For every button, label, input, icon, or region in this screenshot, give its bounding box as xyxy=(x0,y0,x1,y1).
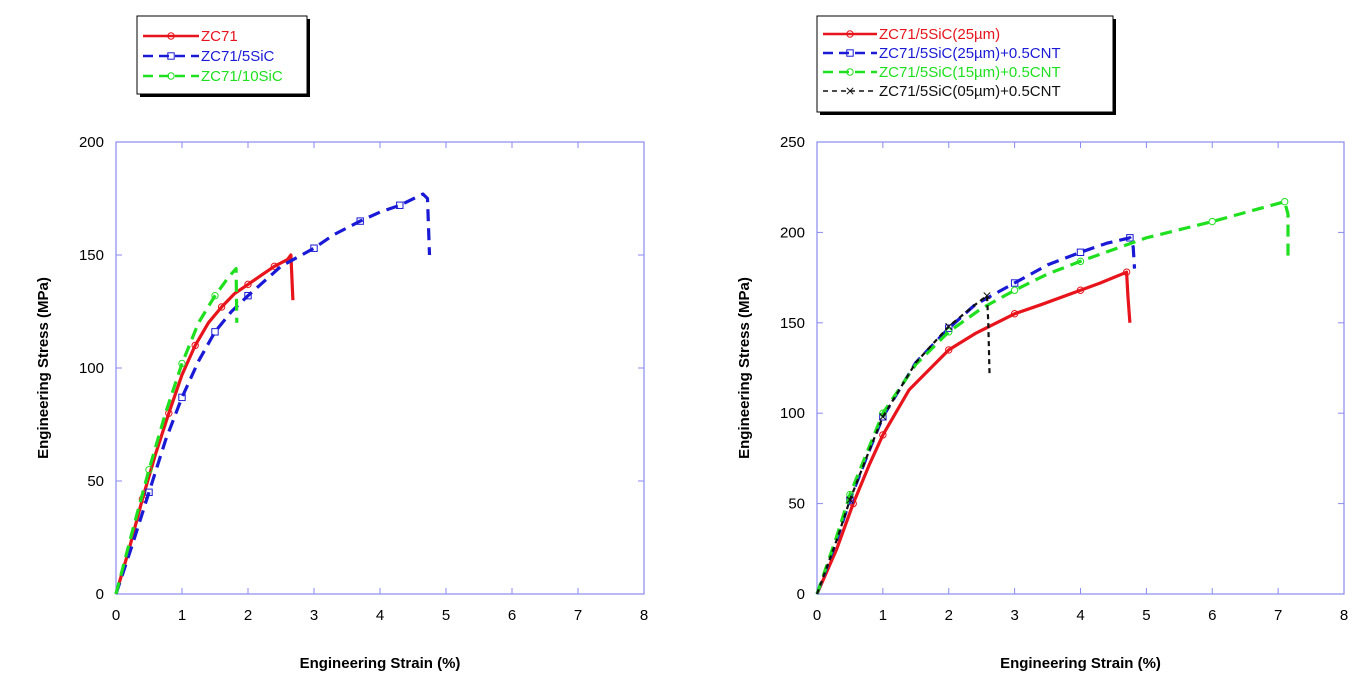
y-tick-label: 200 xyxy=(780,224,805,241)
series-line xyxy=(114,267,239,595)
series-marker xyxy=(945,328,953,336)
x-tick-label: 1 xyxy=(879,607,887,624)
series-marker xyxy=(1076,286,1085,294)
x-tick-label: 4 xyxy=(1076,607,1084,624)
series-line xyxy=(815,294,991,595)
series-marker xyxy=(310,244,318,252)
y-tick-label: 250 xyxy=(780,134,805,151)
series-line xyxy=(815,200,1290,595)
chart-left: 0 1 2 3 4 5 6 7 8 0 50 100 150 200 Engineering Strain … xyxy=(35,15,648,672)
series-marker xyxy=(879,413,887,421)
x-axis-title: Engineering Strain (%) xyxy=(300,655,461,672)
y-tick-label: 0 xyxy=(797,586,805,603)
series-marker xyxy=(945,324,953,332)
series-marker xyxy=(396,201,404,209)
y-tick-label: 50 xyxy=(788,496,805,513)
series-marker xyxy=(1208,217,1216,226)
series-marker xyxy=(1122,268,1131,276)
legend-label: ZC71/10SiC xyxy=(201,68,283,85)
legend-box xyxy=(816,15,1114,113)
series-marker xyxy=(145,466,153,474)
legend-label: ZC71/5SiC xyxy=(201,48,275,65)
series-marker xyxy=(244,291,252,300)
series-line xyxy=(815,236,1137,595)
x-tick-label: 7 xyxy=(574,607,582,624)
series-marker xyxy=(846,496,854,504)
x-tick-label: 1 xyxy=(178,607,186,624)
series-marker xyxy=(983,292,991,300)
series-line xyxy=(815,270,1132,595)
series-marker xyxy=(165,409,173,417)
series-marker xyxy=(1281,197,1289,206)
series-marker xyxy=(211,291,219,300)
series-marker xyxy=(1126,234,1134,242)
series-marker xyxy=(945,322,953,330)
y-tick-label: 50 xyxy=(87,473,104,490)
legend-label: ZC71/5SiC(25µm) xyxy=(879,26,1000,43)
x-tick-label: 5 xyxy=(442,607,450,624)
series-marker xyxy=(178,359,186,368)
x-tick-label: 3 xyxy=(1010,607,1018,624)
series-marker xyxy=(217,303,226,311)
x-tick-label: 4 xyxy=(376,607,384,624)
legend-label: ZC71/5SiC(25µm)+0.5CNT xyxy=(879,45,1061,62)
series-marker xyxy=(244,280,252,289)
legend-marker xyxy=(846,68,854,76)
legend-marker xyxy=(167,52,175,60)
y-tick-label: 150 xyxy=(780,315,805,332)
series-line xyxy=(114,253,295,595)
series-marker xyxy=(879,431,887,439)
series-marker xyxy=(945,346,953,354)
series-marker xyxy=(1076,257,1085,266)
series-marker xyxy=(211,328,219,336)
series-marker xyxy=(1010,310,1019,318)
x-tick-label: 7 xyxy=(1274,607,1282,624)
series-marker xyxy=(1010,279,1019,287)
x-axis-title: Engineering Strain (%) xyxy=(1000,655,1161,672)
series-marker xyxy=(178,393,186,402)
legend-marker xyxy=(846,30,854,38)
y-tick-label: 100 xyxy=(780,405,805,422)
series-marker xyxy=(191,341,199,350)
y-axis-title: Engineering Stress (MPa) xyxy=(35,277,52,459)
legend-marker xyxy=(846,87,854,95)
legend-marker xyxy=(167,32,175,40)
chart-right: 0 1 2 3 4 5 6 7 8 0 50 100 150 200 250 Engineering Stra… xyxy=(736,15,1348,672)
legend-marker xyxy=(167,72,175,80)
legend-label: ZC71/5SiC(05µm)+0.5CNT xyxy=(879,83,1061,100)
x-tick-label: 2 xyxy=(244,607,252,624)
x-tick-label: 8 xyxy=(1340,607,1348,624)
x-tick-label: 6 xyxy=(508,607,516,624)
x-tick-label: 6 xyxy=(1208,607,1216,624)
series-marker xyxy=(1010,286,1019,294)
series-line xyxy=(114,192,432,595)
series-marker xyxy=(356,217,364,225)
plot-frame xyxy=(816,141,1345,595)
x-tick-label: 8 xyxy=(640,607,648,624)
series-marker xyxy=(270,262,279,270)
y-axis-title: Engineering Stress (MPa) xyxy=(736,277,753,459)
x-tick-label: 5 xyxy=(1142,607,1150,624)
y-tick-label: 200 xyxy=(79,134,104,151)
y-tick-label: 0 xyxy=(96,586,104,603)
x-tick-label: 2 xyxy=(945,607,953,624)
legend-marker xyxy=(846,49,854,57)
x-tick-label: 0 xyxy=(112,607,120,624)
x-tick-label: 3 xyxy=(310,607,318,624)
series-marker xyxy=(145,488,153,497)
y-tick-label: 150 xyxy=(79,247,104,264)
legend-label: ZC71/5SiC(15µm)+0.5CNT xyxy=(879,64,1061,81)
x-tick-label: 0 xyxy=(813,607,821,624)
y-tick-label: 100 xyxy=(79,360,104,377)
legend-label: ZC71 xyxy=(201,28,238,45)
series-marker xyxy=(1076,248,1085,256)
